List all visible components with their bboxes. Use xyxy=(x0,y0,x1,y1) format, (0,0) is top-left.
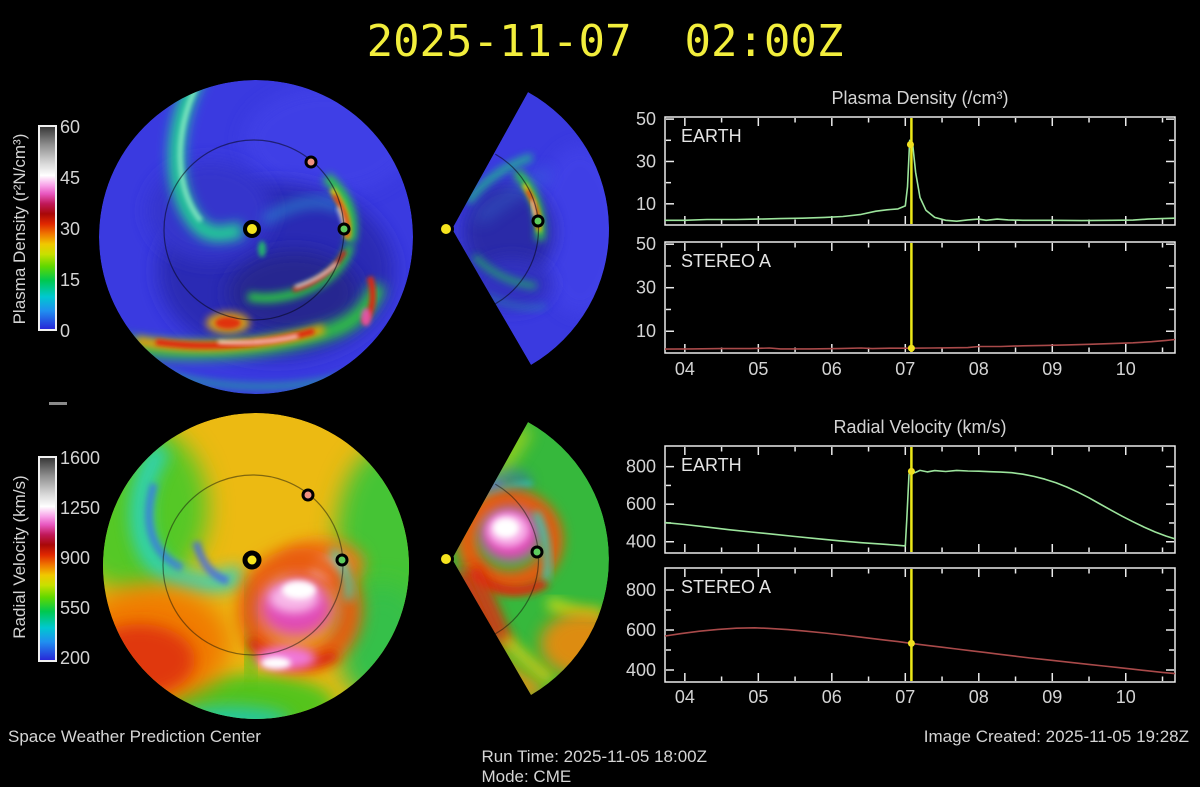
now-marker xyxy=(906,141,914,149)
now-marker xyxy=(907,344,915,352)
chart-velocity_stereo_a: STEREO A 400 600 800 04 05 06 07 08 09 10 xyxy=(626,567,1176,707)
velocity-colorbar-tick: 900 xyxy=(60,548,91,568)
chart-frame xyxy=(664,567,1176,683)
velocity-colorbar-tick: 200 xyxy=(60,648,91,668)
y-tick-label: 400 xyxy=(626,660,656,680)
y-tick-label: 50 xyxy=(636,234,656,254)
series-line-density_earth xyxy=(665,139,1176,222)
x-tick-label: 07 xyxy=(895,687,915,707)
density-colorbar-tick: 30 xyxy=(60,219,81,239)
plasma-density-map xyxy=(99,80,413,394)
series-line-velocity_earth xyxy=(664,467,1176,547)
chart-frame xyxy=(664,241,1176,354)
x-tick-label: 08 xyxy=(969,359,989,379)
panel-label: STEREO A xyxy=(681,577,771,597)
x-tick-label: 09 xyxy=(1042,687,1062,707)
x-tick-label: 08 xyxy=(969,687,989,707)
now-marker xyxy=(907,467,915,475)
y-tick-label: 400 xyxy=(626,532,656,552)
y-tick-label: 800 xyxy=(626,580,656,600)
earth-marker xyxy=(531,214,545,228)
now-marker xyxy=(907,639,915,647)
density-colorbar-gradient xyxy=(40,127,55,329)
y-tick-label: 10 xyxy=(636,194,656,214)
density-colorbar-tick: 0 xyxy=(60,321,71,341)
earth-marker xyxy=(335,553,349,567)
density-colorbar-tick: 45 xyxy=(60,168,81,188)
chart-velocity_earth: EARTH 400 600 800 Radial Velocity (km/s) xyxy=(626,417,1176,554)
chart-frame xyxy=(664,116,1176,226)
x-tick-label: 10 xyxy=(1116,359,1136,379)
stray-dash xyxy=(49,402,67,405)
enlil-model-page: { "title": "2025-11-07 02:00Z", "colors"… xyxy=(8,16,1189,786)
radial-velocity-wedge xyxy=(438,422,609,695)
y-tick-label: 600 xyxy=(626,620,656,640)
stereo-a-marker xyxy=(301,488,315,502)
timestamp-title: 2025-11-07 02:00Z xyxy=(366,16,844,67)
velocity-colorbar-tick: 1600 xyxy=(60,448,101,468)
footer-mode: Mode: CME xyxy=(481,767,572,786)
x-tick-label: 10 xyxy=(1116,687,1136,707)
earth-orbit-arc xyxy=(494,483,540,635)
chart-density_earth: EARTH 10 30 50 Plasma Density (/cm³) xyxy=(636,88,1176,226)
earth-orbit-arc xyxy=(494,153,540,305)
sun-marker xyxy=(438,221,454,237)
x-tick-label: 07 xyxy=(895,359,915,379)
chart-density_stereo_a: STEREO A 10 30 50 04 05 06 07 08 09 10 xyxy=(636,234,1176,379)
timeseries-charts: EARTH 10 30 50 Plasma Density (/cm³) STEREO A… xyxy=(626,88,1176,707)
x-tick-label: 06 xyxy=(822,687,842,707)
velocity-colorbar-tick: 550 xyxy=(60,598,91,618)
y-tick-label: 50 xyxy=(636,109,656,129)
y-tick-label: 30 xyxy=(636,151,656,171)
footer-run-info: Run Time: 2025-11-05 18:00Z Mode: CME xyxy=(472,727,712,787)
chart-frame xyxy=(664,445,1176,554)
sun-marker xyxy=(243,220,261,238)
x-tick-label: 05 xyxy=(748,687,768,707)
density-colorbar-tick: 60 xyxy=(60,117,81,137)
velocity-colorbar xyxy=(38,456,57,662)
x-tick-label: 06 xyxy=(822,359,842,379)
chart-title: Plasma Density (/cm³) xyxy=(831,88,1008,108)
panel-label: EARTH xyxy=(681,126,742,146)
y-tick-label: 800 xyxy=(626,457,656,477)
density-colorbar xyxy=(38,125,57,331)
x-tick-label: 04 xyxy=(675,359,695,379)
x-tick-label: 05 xyxy=(748,359,768,379)
sun-marker xyxy=(242,550,262,570)
y-tick-label: 30 xyxy=(636,278,656,298)
sun-marker xyxy=(438,551,454,567)
chart-title: Radial Velocity (km/s) xyxy=(833,417,1006,437)
series-line-velocity_stereo_a xyxy=(664,626,1176,675)
density-colorbar-tick: 15 xyxy=(60,270,81,290)
velocity-colorbar-tick: 1250 xyxy=(60,498,101,518)
x-tick-label: 09 xyxy=(1042,359,1062,379)
footer-created: Image Created: 2025-11-05 19:28Z xyxy=(923,727,1189,746)
velocity-colorbar-gradient xyxy=(40,458,55,660)
panel-label: STEREO A xyxy=(681,251,771,271)
x-tick-label: 04 xyxy=(675,687,695,707)
y-tick-label: 10 xyxy=(636,321,656,341)
stereo-a-marker xyxy=(304,155,318,169)
series-line-density_stereo_a xyxy=(664,338,1176,350)
earth-marker xyxy=(530,545,544,559)
panel-label: EARTH xyxy=(681,455,742,475)
footer-org: Space Weather Prediction Center xyxy=(8,727,261,746)
plasma-density-wedge xyxy=(438,92,609,365)
y-tick-label: 600 xyxy=(626,494,656,514)
earth-marker xyxy=(337,222,351,236)
radial-velocity-map xyxy=(103,413,409,719)
